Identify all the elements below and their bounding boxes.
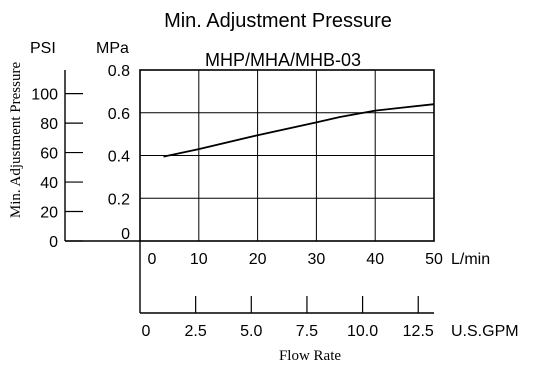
gpm-tick-labels: 0 2.5 5.0 7.5 10.0 12.5 [142, 323, 434, 340]
lmin-tick-label: 10 [190, 251, 208, 268]
series-line [163, 103, 435, 158]
mpa-tick-label: 0.4 [108, 149, 130, 166]
chart-subtitle: MHP/MHA/MHB-03 [205, 50, 361, 70]
gpm-tick-label: 7.5 [296, 323, 318, 340]
gpm-tick-label: 2.5 [185, 323, 207, 340]
lmin-tick-label: 30 [308, 251, 326, 268]
psi-tick-labels: 0 20 40 60 80 100 [31, 87, 58, 251]
psi-tick-label: 20 [40, 205, 58, 222]
gpm-ticks [195, 296, 419, 313]
lmin-tick-label: 40 [366, 251, 384, 268]
plot-frame [139, 69, 435, 242]
lmin-tick-label: 20 [249, 251, 267, 268]
gpm-tick-label: 12.5 [403, 323, 434, 340]
psi-tick-label: 60 [40, 146, 58, 163]
gpm-unit-label: U.S.GPM [451, 323, 519, 340]
mpa-tick-label: 0.8 [108, 63, 130, 80]
psi-tick-label: 80 [40, 116, 58, 133]
lmin-unit-label: L/min [451, 251, 490, 268]
mpa-tick-label: 0 [121, 226, 130, 243]
x-axis-title: Flow Rate [279, 348, 341, 364]
chart-title: Min. Adjustment Pressure [164, 10, 392, 32]
psi-ticks [65, 93, 83, 242]
grid [140, 70, 434, 241]
psi-tick-label: 0 [49, 234, 58, 251]
mpa-tick-labels: 0 0.2 0.4 0.6 0.8 [108, 63, 130, 243]
gpm-tick-label: 5.0 [240, 323, 262, 340]
gpm-tick-label: 0 [142, 323, 151, 340]
lmin-tick-label: 0 [148, 251, 157, 268]
lmin-tick-label: 50 [425, 251, 443, 268]
mpa-tick-label: 0.6 [108, 106, 130, 123]
psi-tick-label: 100 [31, 87, 58, 104]
lmin-tick-labels: 0 10 20 30 40 50 [148, 251, 443, 268]
series-group [163, 103, 435, 158]
psi-unit-label: PSI [30, 40, 56, 57]
psi-tick-label: 40 [40, 175, 58, 192]
y-axis-title: Min. Adjustment Pressure [8, 62, 24, 219]
gpm-tick-label: 10.0 [347, 323, 378, 340]
mpa-tick-label: 0.2 [108, 191, 130, 208]
mpa-unit-label: MPa [96, 40, 129, 57]
